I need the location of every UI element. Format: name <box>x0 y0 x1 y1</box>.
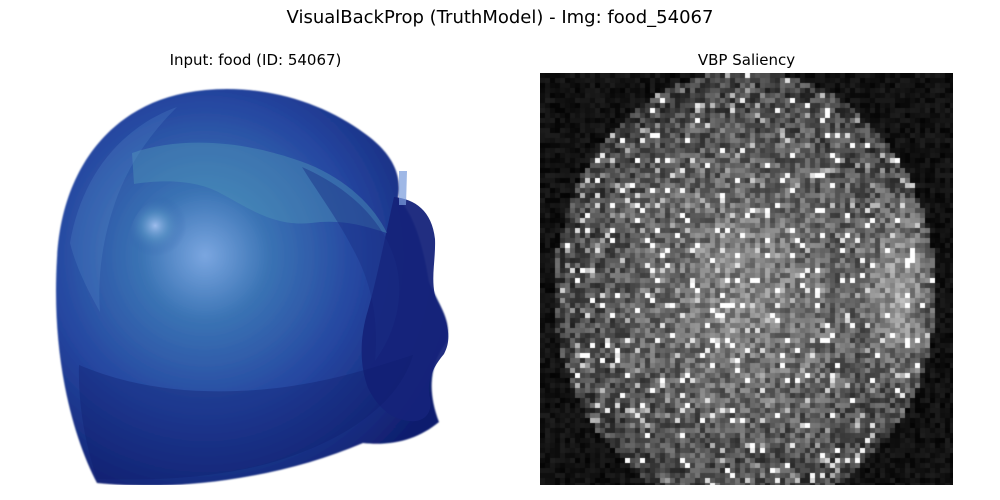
food-stem-top <box>399 171 407 205</box>
input-image-panel <box>49 73 462 485</box>
saliency-panel-title: VBP Saliency <box>697 51 796 69</box>
saliency-heatmap <box>540 73 953 485</box>
saliency-image-panel <box>540 73 953 485</box>
food-side-leaf <box>361 197 449 422</box>
food-teal-region <box>132 142 387 233</box>
food-highlight <box>130 194 220 282</box>
input-food-image <box>49 73 462 485</box>
figure-title: VisualBackProp (TruthModel) - Img: food_… <box>286 7 714 28</box>
food-rim-light <box>70 107 177 312</box>
input-panel-title: Input: food (ID: 54067) <box>169 51 342 69</box>
food-right-shadow <box>302 167 400 361</box>
food-lower-shadow <box>78 355 413 480</box>
food-main-shape <box>56 88 448 485</box>
